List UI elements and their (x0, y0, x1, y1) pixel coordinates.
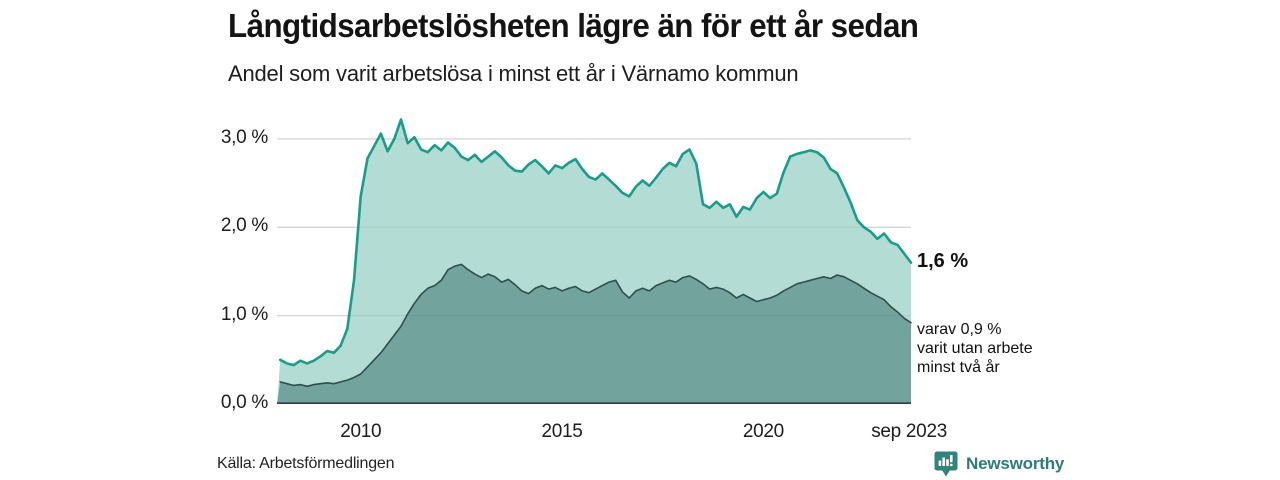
x-tick-label: 2020 (742, 421, 784, 442)
end-value-annotation: 1,6 % (917, 250, 969, 272)
chart-subtitle: Andel som varit arbetslösa i minst ett å… (228, 61, 799, 86)
chart-title: Långtidsarbetslösheten lägre än för ett … (228, 7, 919, 44)
line-series-1 (279, 263, 912, 388)
y-tick-label: 3,0 % (220, 126, 268, 148)
line-series-0 (278, 118, 913, 367)
y-tick-label: 2,0 % (220, 215, 268, 237)
logo-bar-chart-glyph (938, 455, 953, 467)
sub-note-annotation: varav 0,9 % varit utan arbete minst två … (917, 321, 1033, 376)
y-tick-label: 0,0 % (220, 392, 268, 413)
source-caption: Källa: Arbetsförmedlingen (217, 455, 395, 472)
y-tick-label: 1,0 % (220, 303, 268, 325)
newsworthy-logo-text: Newsworthy (966, 454, 1065, 473)
newsworthy-logo-icon (934, 451, 958, 477)
x-tick-label: sep 2023 (871, 421, 947, 442)
x-tick-label: 2010 (340, 421, 382, 442)
area-series-1 (277, 264, 911, 404)
chart-plot-area (277, 118, 913, 405)
x-tick-label: 2015 (541, 421, 583, 442)
newsworthy-logo: Newsworthy (934, 451, 1064, 477)
